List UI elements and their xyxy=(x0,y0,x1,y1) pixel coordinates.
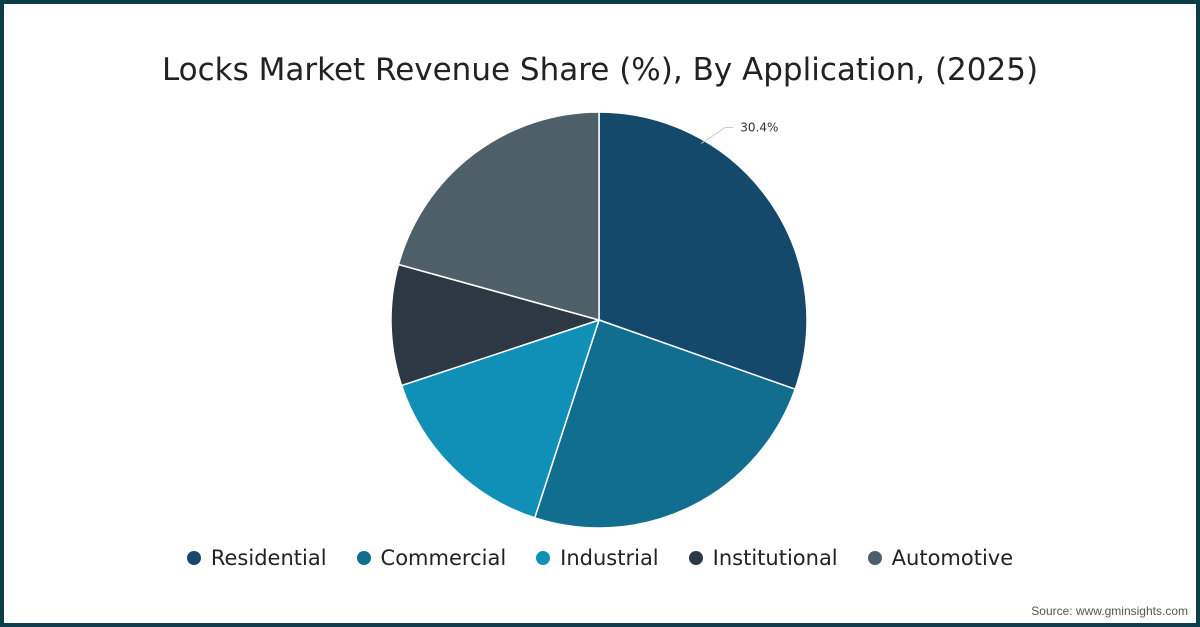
legend-label: Institutional xyxy=(712,546,838,570)
data-label: 30.4% xyxy=(740,121,778,135)
legend-label: Industrial xyxy=(560,546,659,570)
legend-label: Automotive xyxy=(891,546,1014,570)
legend-marker xyxy=(356,551,371,565)
legend-marker xyxy=(536,551,551,565)
pie-slice-institutional xyxy=(390,263,602,387)
legend: Residential Commercial Industrial Instituti… xyxy=(0,546,1200,570)
legend-item-commercial: Commercial xyxy=(356,546,507,570)
legend-item-residential: Residential xyxy=(186,546,327,570)
legend-item-automotive: Automotive xyxy=(867,546,1014,570)
pie-slice-automotive xyxy=(397,111,600,321)
legend-marker xyxy=(688,551,703,565)
legend-item-institutional: Institutional xyxy=(688,546,838,570)
legend-label: Residential xyxy=(210,546,327,570)
pie-slice-commercial xyxy=(533,319,797,529)
legend-label: Commercial xyxy=(380,546,507,570)
pie-slice-residential xyxy=(598,111,808,391)
data-label-leader xyxy=(701,127,734,144)
chart-title: Locks Market Revenue Share (%), By Appli… xyxy=(161,52,1039,88)
legend-marker xyxy=(867,551,882,565)
legend-marker xyxy=(186,551,201,565)
legend-item-industrial: Industrial xyxy=(536,546,659,570)
source-text: Source: www.gminsights.com xyxy=(1031,604,1188,618)
